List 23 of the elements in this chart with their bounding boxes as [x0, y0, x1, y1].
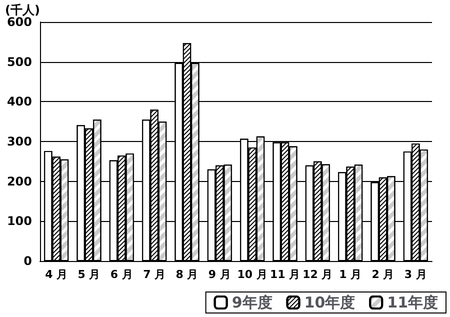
y-tick-label: 400: [6, 94, 32, 109]
y-tick-label: 500: [6, 54, 32, 69]
legend-label: 9年度: [232, 294, 272, 312]
legend-label: 10年度: [304, 294, 356, 312]
x-tick-label: 2 月: [372, 268, 394, 281]
x-tick-label: 5 月: [78, 268, 100, 281]
y-tick-label: 200: [6, 174, 32, 188]
x-tick-label: 10 月: [237, 268, 268, 281]
x-tick-label: 11 月: [270, 268, 300, 281]
x-tick-label: 12 月: [302, 268, 333, 281]
x-tick-label: 6 月: [110, 268, 133, 281]
x-tick-label: 8 月: [176, 268, 198, 281]
y-axis-title: (千人): [5, 3, 40, 17]
x-tick-label: 1 月: [339, 268, 362, 281]
x-tick-label: 9 月: [208, 268, 231, 281]
legend-label: 11年度: [387, 294, 438, 312]
x-tick-label: 4 月: [45, 268, 68, 281]
y-tick-label: 100: [6, 214, 32, 228]
x-tick-label: 7 月: [143, 268, 166, 281]
y-tick-label: 600: [6, 15, 32, 29]
y-tick-label: 0: [24, 254, 32, 268]
x-tick-label: 3 月: [404, 268, 427, 281]
y-tick-label: 300: [6, 134, 32, 148]
